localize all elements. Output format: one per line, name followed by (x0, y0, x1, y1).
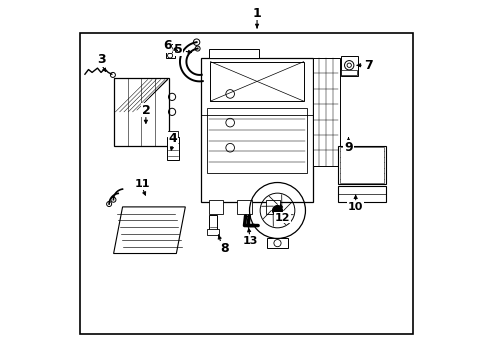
Text: 9: 9 (344, 141, 352, 154)
Text: 2: 2 (141, 104, 150, 117)
Bar (165, 44, 174, 58)
Bar (340, 56, 357, 76)
Text: 7: 7 (363, 59, 372, 72)
Bar (207, 229, 219, 234)
Text: 1: 1 (252, 7, 261, 20)
Bar (237, 200, 251, 214)
Bar (209, 215, 217, 232)
Text: 5: 5 (173, 42, 182, 55)
Text: 10: 10 (347, 202, 363, 212)
Text: 11: 11 (134, 179, 150, 189)
Bar (265, 200, 280, 214)
Bar (210, 62, 303, 101)
Text: 3: 3 (97, 53, 105, 66)
Bar (167, 137, 179, 160)
Bar (339, 147, 384, 183)
Text: 4: 4 (168, 132, 177, 145)
Bar (312, 58, 339, 166)
Bar (341, 70, 356, 75)
Circle shape (272, 206, 282, 216)
Text: 8: 8 (220, 242, 228, 255)
Bar (206, 108, 306, 173)
Bar (208, 200, 223, 214)
Bar (201, 58, 312, 202)
Bar (208, 49, 258, 58)
Bar (267, 238, 287, 248)
Bar (168, 131, 178, 137)
Bar (206, 59, 217, 77)
Polygon shape (113, 207, 185, 253)
Text: 6: 6 (163, 39, 171, 52)
Bar (113, 78, 169, 146)
Circle shape (110, 72, 115, 77)
Text: 13: 13 (242, 236, 257, 246)
Text: 12: 12 (274, 213, 289, 222)
Bar (337, 186, 386, 202)
Bar (337, 145, 386, 184)
Bar (80, 33, 412, 334)
